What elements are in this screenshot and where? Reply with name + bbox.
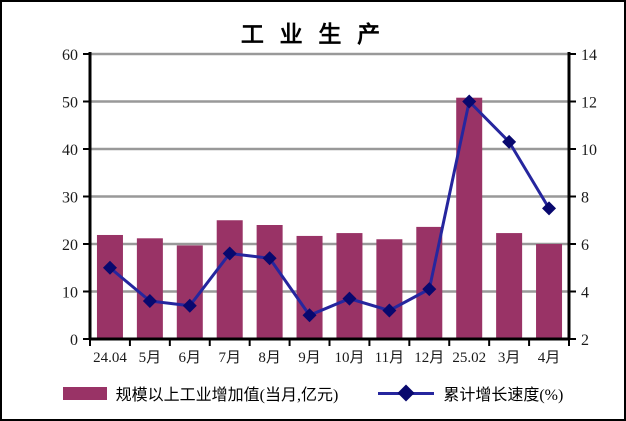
line-marker-24.04 (102, 260, 117, 275)
y-right-tick-label: 6 (581, 237, 589, 254)
x-category-label: 5月 (139, 350, 162, 366)
x-category-label: 6月 (179, 350, 202, 366)
line-marker-10月 (342, 291, 357, 306)
y-right-tick-label: 12 (581, 95, 597, 112)
x-category-label: 4月 (538, 350, 561, 366)
bar-7月 (216, 220, 243, 339)
legend-line-swatch-icon (378, 384, 435, 401)
chart-title: 工 业 生 产 (240, 22, 386, 47)
y-right-tick-label: 10 (581, 142, 597, 159)
legend-bar-series-label: 规模以上工业增加值(当月,亿元) (115, 387, 339, 404)
bar-11月 (376, 239, 403, 339)
line-marker-25.02 (462, 94, 477, 109)
line-marker-12月 (422, 282, 437, 297)
y-right-tick-label: 2 (581, 332, 589, 349)
line-marker-5月 (142, 294, 157, 308)
y-right-tick-label: 14 (581, 47, 597, 64)
legend-bar-swatch-icon (62, 386, 107, 400)
x-category-label: 12月 (414, 350, 444, 366)
x-category-label: 8月 (258, 350, 281, 366)
bar-3月 (496, 233, 523, 339)
bar-10月 (336, 233, 363, 339)
x-category-label: 25.02 (452, 350, 486, 366)
bar-5月 (136, 238, 163, 339)
bar-8月 (256, 225, 283, 339)
y-left-tick-label: 40 (62, 142, 78, 159)
y-left-tick-label: 60 (62, 47, 78, 64)
x-category-label: 3月 (498, 350, 521, 366)
y-left-tick-label: 20 (62, 237, 78, 254)
bar-4月 (536, 244, 563, 339)
x-category-label: 10月 (334, 350, 364, 366)
bar-24.04 (96, 234, 123, 339)
legend-line-series-label: 累计增长速度(%) (443, 387, 564, 404)
y-left-tick-label: 10 (62, 285, 78, 302)
bar-25.02 (456, 97, 483, 339)
bar-9月 (296, 235, 323, 339)
line-marker-11月 (382, 303, 397, 318)
y-left-tick-label: 30 (62, 190, 78, 207)
line-marker-7月 (222, 246, 237, 261)
y-right-tick-label: 8 (581, 190, 589, 207)
line-marker-9月 (302, 308, 317, 323)
line-marker-4月 (542, 201, 557, 216)
line-marker-6月 (182, 298, 197, 313)
x-category-label: 11月 (375, 350, 404, 366)
legend-diamond-marker-icon (397, 384, 415, 401)
x-category-label: 9月 (298, 350, 321, 366)
line-marker-8月 (262, 251, 277, 266)
y-right-tick-label: 4 (581, 285, 589, 302)
x-category-label: 24.04 (93, 350, 127, 366)
legend: 规模以上工业增加值(当月,亿元) 累计增长速度(%) (2, 381, 624, 405)
growth-rate-line (108, 98, 551, 318)
y-left-tick-label: 50 (62, 95, 78, 112)
x-category-label: 7月 (218, 350, 241, 366)
line-marker-3月 (502, 134, 517, 149)
y-left-tick-label: 0 (70, 332, 78, 349)
